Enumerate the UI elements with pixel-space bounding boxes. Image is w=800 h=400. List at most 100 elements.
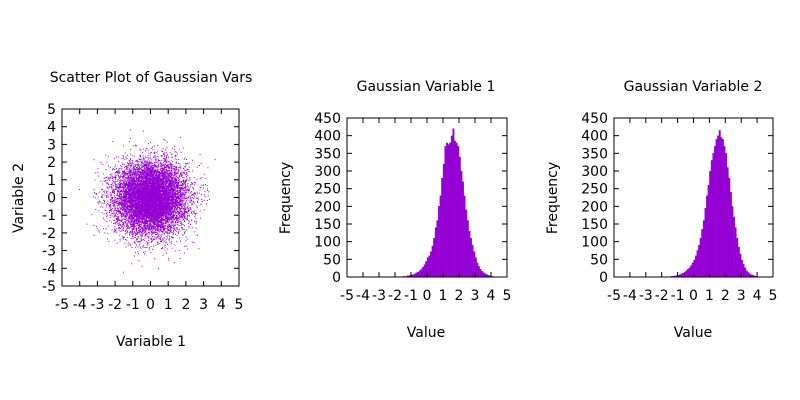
scatter-point: [190, 184, 191, 186]
scatter-point: [136, 217, 137, 219]
scatter-point: [164, 240, 166, 242]
scatter-point: [133, 223, 135, 225]
scatter-point: [170, 243, 172, 245]
scatter-point: [173, 168, 175, 170]
scatter-point: [186, 169, 188, 171]
scatter-point: [171, 227, 173, 229]
scatter-point: [170, 170, 172, 172]
scatter-point: [189, 208, 191, 210]
scatter-point: [149, 174, 151, 176]
scatter-point: [177, 200, 179, 202]
scatter-point: [182, 189, 184, 191]
scatter-point: [166, 194, 168, 196]
scatter-point: [164, 215, 166, 217]
scatter-point: [185, 208, 187, 210]
scatter-points: [79, 129, 216, 273]
scatter-point: [128, 208, 130, 210]
scatter-point: [114, 164, 116, 166]
scatter-point: [143, 218, 145, 220]
scatter-point: [189, 178, 191, 180]
scatter-point: [136, 173, 138, 175]
scatter-point: [139, 148, 141, 150]
scatter-point: [105, 204, 107, 206]
scatter-point: [127, 244, 129, 246]
scatter-point: [133, 203, 135, 205]
scatter-point: [121, 225, 123, 227]
scatter-point: [201, 176, 203, 178]
scatter-point: [134, 208, 136, 210]
scatter-point: [107, 232, 109, 234]
scatter-point: [187, 207, 189, 209]
scatter-point: [159, 229, 161, 231]
scatter-point: [112, 192, 114, 194]
scatter-point: [114, 195, 116, 197]
scatter-point: [171, 206, 173, 208]
scatter-point: [106, 161, 108, 163]
scatter-point: [161, 176, 163, 178]
scatter-point: [110, 198, 112, 200]
scatter-point: [204, 191, 206, 193]
scatter-point: [196, 212, 198, 214]
scatter-point: [141, 220, 143, 222]
scatter-point: [170, 230, 172, 232]
scatter-point: [127, 186, 129, 188]
scatter-point: [151, 171, 153, 173]
scatter-point: [149, 218, 151, 219]
scatter-point: [110, 200, 112, 202]
scatter-point: [142, 184, 144, 186]
scatter-point: [107, 214, 109, 216]
scatter-point: [128, 177, 129, 179]
scatter-point: [177, 153, 179, 155]
scatter-point: [156, 185, 158, 186]
scatter-point: [170, 178, 172, 180]
scatter-point: [171, 192, 173, 194]
scatter-point: [139, 176, 140, 178]
scatter-point: [119, 238, 121, 240]
scatter-point: [143, 160, 145, 162]
scatter-point: [183, 228, 185, 230]
scatter-point: [168, 176, 170, 178]
scatter-point: [164, 162, 166, 164]
scatter-point: [126, 162, 128, 164]
scatter-point: [117, 185, 118, 187]
scatter-point: [178, 163, 179, 165]
scatter-point: [123, 193, 125, 195]
scatter-point: [177, 220, 179, 222]
scatter-point: [151, 217, 153, 219]
scatter-point: [161, 203, 163, 205]
scatter-point: [122, 163, 124, 165]
scatter-point: [184, 173, 186, 175]
scatter-point: [101, 211, 103, 213]
scatter-point: [108, 205, 110, 207]
scatter-point: [155, 220, 157, 222]
scatter-point: [110, 221, 112, 223]
scatter-point: [133, 242, 135, 243]
scatter-point: [165, 225, 167, 227]
scatter-point: [157, 182, 159, 184]
scatter-point: [123, 204, 125, 206]
scatter-point: [140, 174, 142, 176]
scatter-point: [142, 222, 144, 224]
scatter-point: [137, 183, 139, 185]
scatter-point: [174, 250, 176, 252]
scatter-point: [114, 226, 116, 228]
scatter-point: [144, 166, 146, 168]
scatter-point: [166, 157, 168, 159]
scatter-point: [125, 233, 127, 235]
scatter-point: [95, 197, 97, 199]
scatter-point: [128, 172, 130, 174]
scatter-point: [123, 209, 125, 211]
scatter-point: [105, 169, 107, 171]
scatter-point: [137, 232, 139, 234]
scatter-point: [132, 161, 134, 163]
scatter-point: [133, 167, 135, 168]
scatter-point: [118, 175, 120, 176]
scatter-point: [160, 168, 162, 170]
scatter-point: [173, 211, 174, 213]
scatter-point: [182, 227, 183, 229]
scatter-point: [117, 218, 119, 219]
scatter-point: [121, 166, 123, 168]
scatter-point: [173, 214, 174, 216]
scatter-point: [152, 248, 153, 250]
scatter-point: [125, 223, 127, 225]
